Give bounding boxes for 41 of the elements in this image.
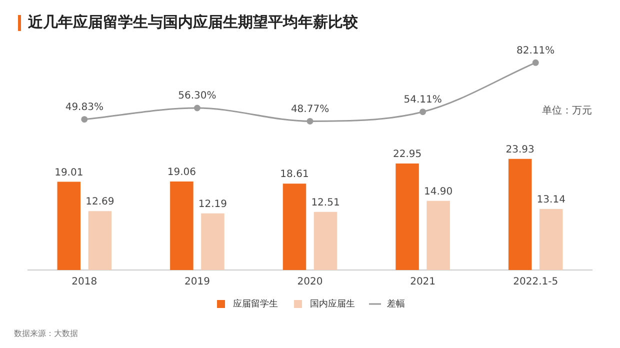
legend-label: 国内应届生 <box>310 298 355 310</box>
bar <box>314 212 338 270</box>
bar <box>508 158 532 270</box>
bar <box>201 213 224 270</box>
point <box>306 118 314 124</box>
point <box>194 104 200 112</box>
bar <box>426 200 450 270</box>
data-label: 13.14 <box>536 194 566 206</box>
bar <box>57 182 81 270</box>
data-label: 49.83% <box>65 102 104 113</box>
annotation: 单位：万元 <box>542 104 592 117</box>
data-label: 19.06 <box>167 167 196 178</box>
bar <box>88 211 112 270</box>
data-label: 54.11% <box>404 94 442 106</box>
data-label: 82.11% <box>516 45 555 56</box>
data-label: 14.90 <box>424 186 453 198</box>
x-tick-label: 2019 <box>184 276 210 288</box>
source-note: 数据来源：大数据 <box>14 329 78 338</box>
x-tick-label: 2018 <box>72 276 98 288</box>
bar <box>539 208 563 270</box>
data-label: 22.95 <box>392 149 422 160</box>
bar <box>282 184 306 270</box>
data-label: 23.93 <box>506 144 534 156</box>
point <box>420 108 426 116</box>
data-label: 19.01 <box>54 167 84 178</box>
data-label: 12.69 <box>86 196 114 208</box>
point <box>532 59 539 66</box>
point <box>81 116 88 123</box>
data-label: 48.77% <box>290 104 330 115</box>
legend-label: 应届留学生 <box>233 298 278 310</box>
x-tick-label: 2022.1-5 <box>513 276 558 288</box>
x-tick-label: 2020 <box>297 276 323 288</box>
data-label: 12.19 <box>198 198 228 210</box>
data-label: 12.51 <box>311 198 340 209</box>
chart-title: 近几年应届留学生与国内应届生期望平均年薪比较 <box>27 12 359 31</box>
data-label: 18.61 <box>280 169 309 180</box>
legend-label: 差幅 <box>387 298 405 310</box>
data-label: 56.30% <box>178 90 216 102</box>
x-tick-label: 2021 <box>410 276 436 288</box>
bar <box>396 163 419 270</box>
bar <box>170 182 194 270</box>
